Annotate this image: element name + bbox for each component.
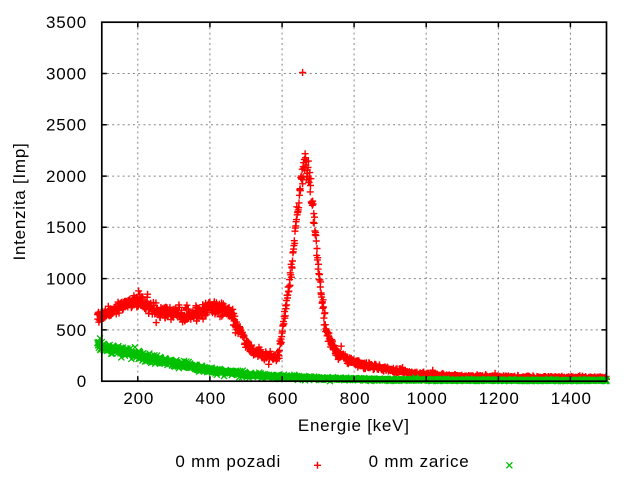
svg-text:200: 200 <box>123 389 154 408</box>
svg-text:2000: 2000 <box>46 167 87 186</box>
svg-text:1200: 1200 <box>479 389 520 408</box>
svg-text:0: 0 <box>77 372 87 391</box>
svg-text:600: 600 <box>268 389 299 408</box>
svg-text:1500: 1500 <box>46 218 87 237</box>
svg-text:0 mm pozadi: 0 mm pozadi <box>175 452 281 471</box>
svg-text:800: 800 <box>340 389 371 408</box>
svg-text:2500: 2500 <box>46 116 87 135</box>
svg-text:400: 400 <box>195 389 226 408</box>
svg-text:Energie [keV]: Energie [keV] <box>298 416 410 435</box>
svg-text:1000: 1000 <box>407 389 448 408</box>
svg-text:1000: 1000 <box>46 270 87 289</box>
svg-text:3000: 3000 <box>46 64 87 83</box>
svg-text:1400: 1400 <box>551 389 592 408</box>
svg-text:0 mm zarice: 0 mm zarice <box>369 452 470 471</box>
svg-text:500: 500 <box>56 321 87 340</box>
svg-text:3500: 3500 <box>46 13 87 32</box>
svg-text:Intenzita [Imp]: Intenzita [Imp] <box>10 142 29 260</box>
